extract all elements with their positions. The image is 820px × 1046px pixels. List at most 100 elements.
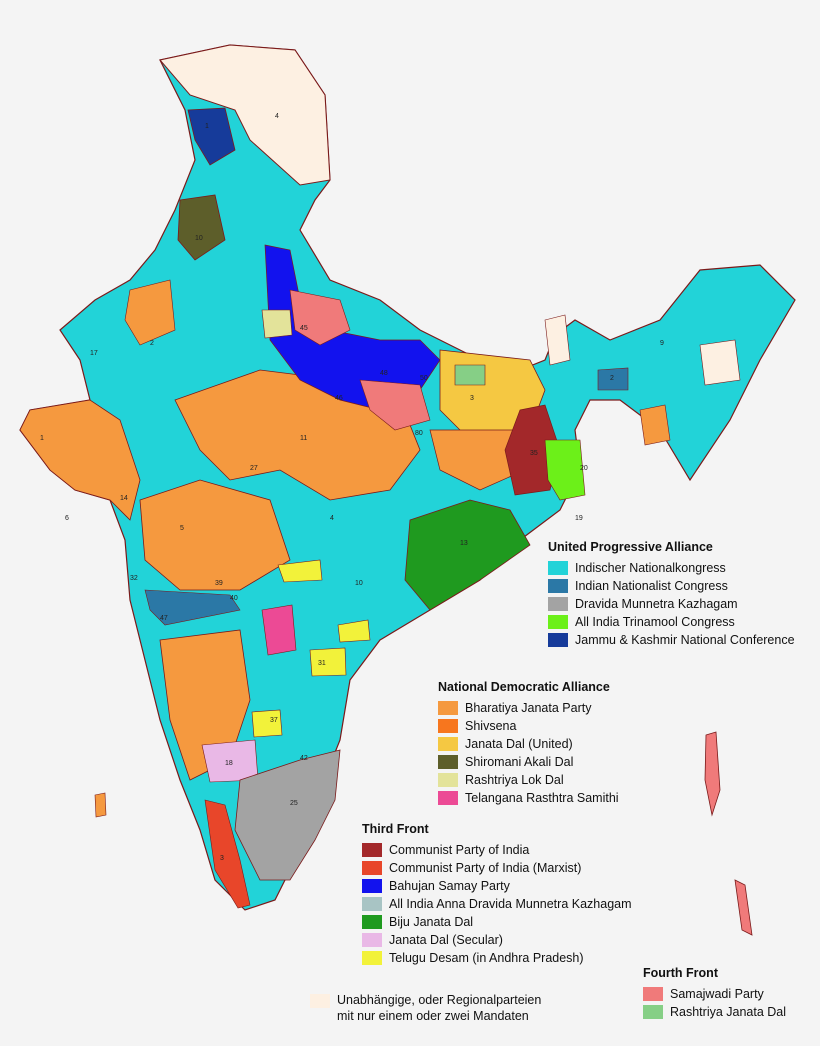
- legend-fourth-title: Fourth Front: [643, 966, 718, 980]
- legend-others: Unabhängige, oder Regionalparteien mit n…: [310, 992, 541, 1024]
- region-number-label: 17: [90, 350, 98, 357]
- legend-item: All India Trinamool Congress: [548, 613, 795, 631]
- legend-label: Bahujan Samay Party: [389, 879, 510, 893]
- legend-item: Indischer Nationalkongress: [548, 559, 795, 577]
- legend-label: Samajwadi Party: [670, 987, 764, 1001]
- region-number-label: 20: [580, 465, 588, 472]
- legend-item: Indian Nationalist Congress: [548, 577, 795, 595]
- legend-swatch: [548, 633, 568, 647]
- legend-item: Jammu & Kashmir National Conference: [548, 631, 795, 649]
- legend-label: Janata Dal (United): [465, 737, 573, 751]
- legend-label: Bharatiya Janata Party: [465, 701, 592, 715]
- legend-swatch: [362, 843, 382, 857]
- legend-item: All India Anna Dravida Munnetra Kazhagam: [362, 895, 632, 913]
- legend-item: Janata Dal (United): [438, 735, 619, 753]
- jammu-kashmir-region: [159, 44, 331, 186]
- legend-item: Communist Party of India: [362, 841, 632, 859]
- legend-label: Shiromani Akali Dal: [465, 755, 574, 769]
- legend-nda: National Democratic Alliance Bharatiya J…: [438, 680, 619, 807]
- region-number-label: 4: [330, 515, 334, 522]
- region-number-label: 4: [275, 113, 279, 120]
- kashmir-valley-region: [187, 107, 236, 166]
- legend-swatch: [362, 933, 382, 947]
- gujarat-region: [19, 399, 141, 521]
- northeast-others-1: [699, 339, 741, 386]
- legend-label: Communist Party of India (Marxist): [389, 861, 582, 875]
- legend-item: Samajwadi Party: [643, 985, 786, 1003]
- region-number-label: 37: [270, 717, 278, 724]
- legend-item: Janata Dal (Secular): [362, 931, 632, 949]
- legend-label: Janata Dal (Secular): [389, 933, 503, 947]
- legend-swatch: [362, 897, 382, 911]
- andaman-islands: [704, 731, 721, 817]
- legend-fourth-front: Fourth Front Samajwadi Party Rashtriya Ja…: [643, 966, 786, 1021]
- northeast-inc-blue: [597, 367, 629, 391]
- telangana-trs: [261, 604, 297, 656]
- legend-swatch: [438, 773, 458, 787]
- region-number-label: 80: [415, 430, 423, 437]
- legend-item: Bharatiya Janata Party: [438, 699, 619, 717]
- legend-item: Shivsena: [438, 717, 619, 735]
- legend-upa-title: United Progressive Alliance: [548, 540, 713, 554]
- legend-nda-title: National Democratic Alliance: [438, 680, 610, 694]
- legend-swatch: [362, 915, 382, 929]
- legend-label: Rashtriya Lok Dal: [465, 773, 564, 787]
- region-number-label: 6: [65, 515, 69, 522]
- legend-label: Indischer Nationalkongress: [575, 561, 726, 575]
- legend-swatch: [643, 987, 663, 1001]
- region-number-label: 1: [40, 435, 44, 442]
- andhra-tdp-4: [251, 709, 283, 738]
- legend-item: Bahujan Samay Party: [362, 877, 632, 895]
- legend-item: Rashtriya Lok Dal: [438, 771, 619, 789]
- inc-maharashtra-coast: [144, 589, 241, 626]
- bihar-rjd: [454, 364, 486, 386]
- legend-swatch: [438, 701, 458, 715]
- legend-item: Telugu Desam (in Andhra Pradesh): [362, 949, 632, 967]
- legend-swatch: [438, 791, 458, 805]
- legend-swatch: [362, 861, 382, 875]
- region-number-label: 14: [120, 495, 128, 502]
- tamil-nadu-region: [234, 749, 341, 881]
- legend-item: Communist Party of India (Marxist): [362, 859, 632, 877]
- region-number-label: 9: [660, 340, 664, 347]
- others-label-line1: Unabhängige, oder Regionalparteien: [337, 993, 542, 1007]
- region-number-label: 32: [130, 575, 138, 582]
- legend-label: Jammu & Kashmir National Conference: [575, 633, 795, 647]
- others-label-line2: mit nur einem oder zwei Mandaten: [337, 1009, 529, 1023]
- region-number-label: 39: [215, 580, 223, 587]
- legend-label: Dravida Munnetra Kazhagam: [575, 597, 738, 611]
- region-number-label: 11: [300, 435, 307, 442]
- legend-item: Shiromani Akali Dal: [438, 753, 619, 771]
- legend-third-front: Third Front Communist Party of India Comm…: [362, 822, 632, 967]
- uttar-pradesh-sp-south: [359, 379, 431, 431]
- legend-swatch: [438, 719, 458, 733]
- legend-item: Dravida Munnetra Kazhagam: [548, 595, 795, 613]
- sikkim-region: [544, 314, 571, 366]
- legend-swatch: [362, 879, 382, 893]
- legend-item: Rashtriya Janata Dal: [643, 1003, 786, 1021]
- region-number-label: 5: [180, 525, 184, 532]
- lakshadweep-islands: [94, 792, 107, 818]
- others-swatch: [310, 994, 330, 1008]
- legend-third-title: Third Front: [362, 822, 429, 836]
- region-number-label: 10: [195, 235, 203, 242]
- region-number-label: 27: [250, 465, 258, 472]
- jharkhand-region: [429, 429, 526, 491]
- northeast-bjp: [639, 404, 671, 446]
- legend-label: Biju Janata Dal: [389, 915, 474, 929]
- region-number-label: 46: [335, 395, 343, 402]
- legend-label: Communist Party of India: [389, 843, 530, 857]
- legend-label: All India Trinamool Congress: [575, 615, 735, 629]
- legend-label: Rashtriya Janata Dal: [670, 1005, 787, 1019]
- andhra-tdp-3: [309, 647, 347, 677]
- region-number-label: 42: [300, 755, 308, 762]
- west-bengal-region: [504, 404, 561, 496]
- region-number-label: 47: [160, 615, 168, 622]
- uttar-pradesh-rld: [261, 309, 293, 339]
- region-number-label: 45: [300, 325, 308, 332]
- region-number-label: 3: [220, 855, 224, 862]
- region-number-label: 50: [420, 375, 428, 382]
- region-number-label: 31: [318, 660, 326, 667]
- andhra-tdp-2: [337, 619, 371, 643]
- legend-swatch: [548, 579, 568, 593]
